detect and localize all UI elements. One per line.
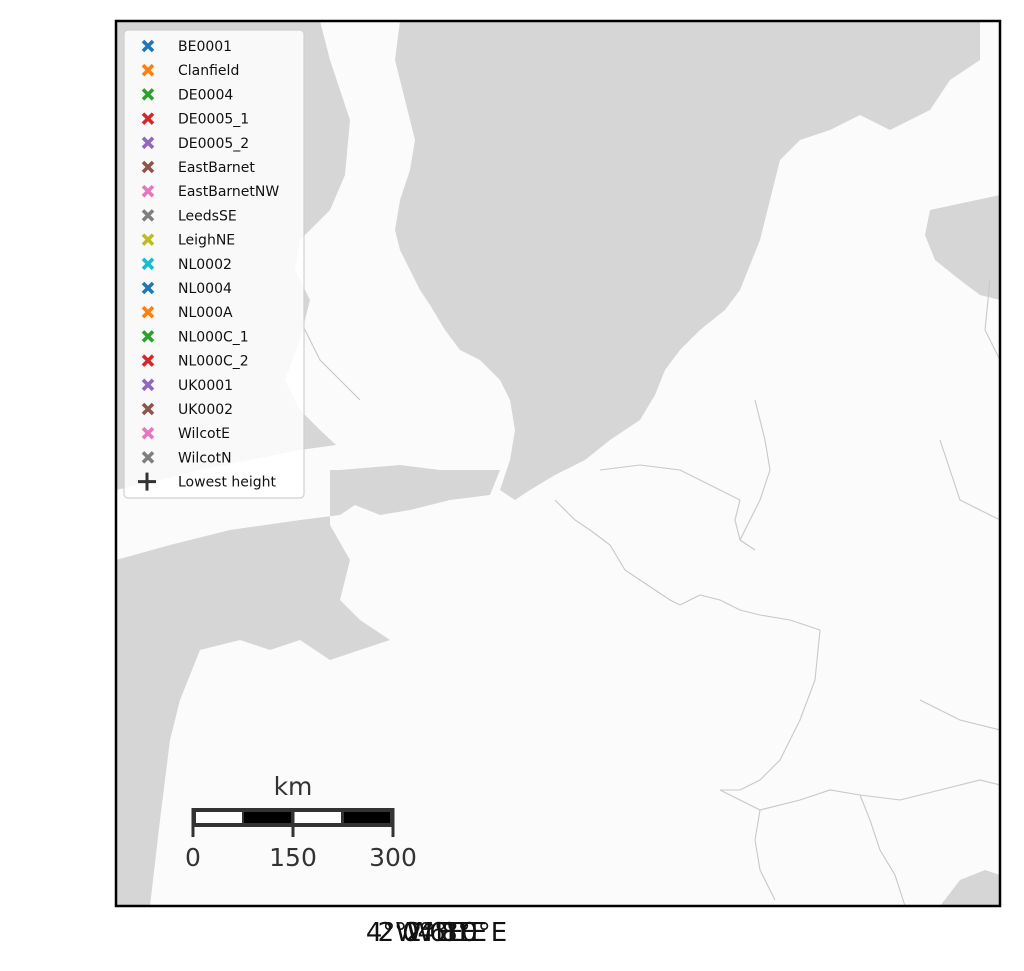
- legend-label: LeedsSE: [178, 208, 237, 224]
- lon-tick-label: 6°E: [429, 918, 475, 948]
- legend-label: WilcotE: [178, 426, 230, 442]
- legend-marker-uk0001: [141, 378, 155, 392]
- legend-label: DE0004: [178, 87, 233, 103]
- sea-baltic: [925, 195, 1000, 300]
- legend-label: WilcotN: [178, 450, 232, 466]
- sea-channel-biscay: [116, 465, 500, 906]
- legend-label: LeighNE: [178, 233, 235, 249]
- legend-label: UK0002: [178, 402, 233, 418]
- legend-label: UK0001: [178, 378, 233, 394]
- legend-marker-lowest-height: [138, 472, 156, 491]
- legend-marker-leighne: [141, 233, 155, 246]
- scale-bar-label-0: 0: [185, 843, 201, 872]
- legend-marker-be0001: [141, 39, 155, 53]
- legend-marker-de0005_1: [141, 112, 155, 125]
- legend-marker-leedsse: [141, 209, 155, 222]
- longitude-tick-labels: 4°W2°W0°2°E4°E6°E8°E10°E: [366, 918, 507, 948]
- legend-marker-de0005_2: [141, 136, 155, 150]
- legend-marker-wilcote: [141, 426, 155, 440]
- legend-label: DE0005_1: [178, 112, 249, 128]
- legend-marker-nl000c_1: [141, 330, 155, 343]
- scale-bar-segment-4: [344, 812, 390, 823]
- scale-bar: km 0 150 300: [185, 772, 417, 872]
- legend-marker-de0004: [141, 88, 155, 101]
- legend-label: NL0002: [178, 257, 232, 273]
- scale-bar-segment-2: [244, 812, 291, 823]
- lon-tick-label: 0°: [402, 918, 432, 948]
- lon-tick-label: 2°W: [378, 918, 433, 948]
- legend-label: Clanfield: [178, 63, 239, 79]
- lon-tick-label: 8°E: [441, 918, 487, 948]
- legend-box: [123, 29, 305, 499]
- lon-tick-label: 4°W: [366, 918, 421, 948]
- legend-label: BE0001: [178, 39, 232, 55]
- legend-marker-uk0002: [141, 402, 155, 416]
- sea-mediterranean: [940, 870, 1000, 906]
- scale-bar-segment-3: [294, 812, 341, 823]
- legend-marker-nl000a: [141, 305, 155, 319]
- legend-marker-nl000c_2: [141, 354, 155, 367]
- legend-label: EastBarnet: [178, 160, 255, 176]
- legend: BE0001 Clanfield DE0004 DE0005_1 DE0005_2 Eas…: [123, 29, 305, 499]
- legend-marker-clanfield: [141, 63, 155, 77]
- legend-marker-nl0002: [141, 257, 155, 271]
- legend-label: NL000C_2: [178, 354, 249, 370]
- sea-north: [395, 21, 980, 500]
- legend-label: EastBarnetNW: [178, 184, 279, 200]
- map-frame: [114, 19, 1002, 908]
- legend-marker-nl0004: [141, 281, 155, 295]
- legend-label: NL000A: [178, 305, 233, 321]
- legend-label: NL000C_1: [178, 329, 249, 345]
- legend-marker-wilcotn: [141, 451, 155, 464]
- scale-bar-label-300: 300: [369, 843, 417, 872]
- lon-tick-label: 2°E: [406, 918, 452, 948]
- lon-tick-label: 10°E: [445, 918, 508, 948]
- scale-bar-label-150: 150: [269, 843, 317, 872]
- legend-marker-eastbarnetnw: [141, 184, 155, 198]
- scale-bar-unit: km: [274, 772, 313, 801]
- country-borders: [239, 279, 1000, 906]
- legend-label: Lowest height: [178, 475, 277, 491]
- lon-tick-label: 4°E: [418, 918, 464, 948]
- legend-label: NL0004: [178, 281, 232, 297]
- legend-label: DE0005_2: [178, 136, 249, 152]
- legend-marker-eastbarnet: [141, 160, 155, 174]
- scale-bar-segment-1: [196, 812, 242, 823]
